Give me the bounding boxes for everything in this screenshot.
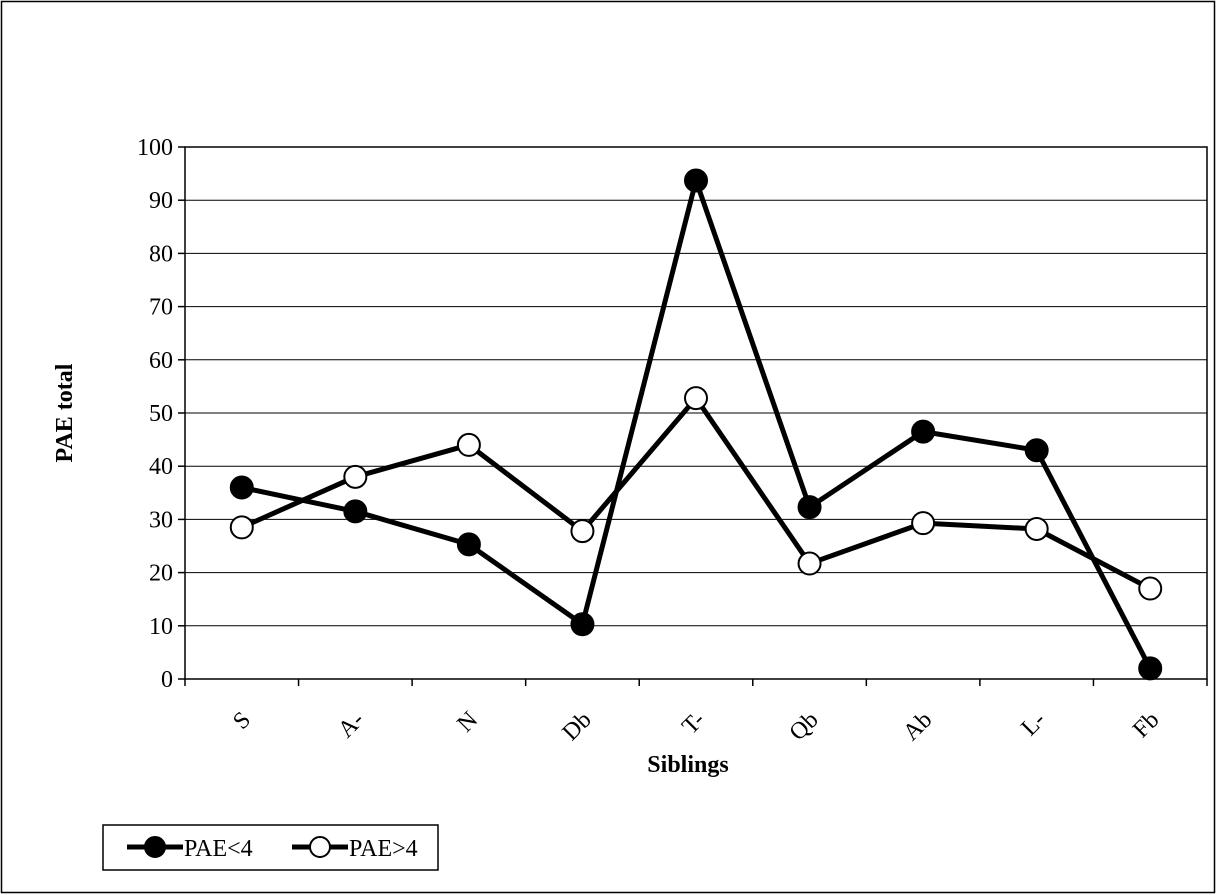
y-tick-label-80: 80 (149, 241, 173, 267)
series-pae-lt-4 (229, 168, 1163, 681)
data-point-1-qb (797, 551, 822, 576)
legend-label-pae-lt-4: PAE<4 (184, 836, 253, 862)
data-point-0-fb (1138, 656, 1163, 681)
y-tick-label-40: 40 (149, 454, 173, 480)
x-axis-title: Siblings (647, 752, 728, 778)
data-point-0-db (570, 612, 595, 637)
data-point-1-a (343, 464, 368, 489)
y-tick-label-30: 30 (149, 507, 173, 533)
legend-marker-pae-lt-4 (144, 836, 166, 858)
data-point-0-qb (797, 495, 822, 520)
data-point-1-l (1024, 516, 1049, 541)
y-tick-label-10: 10 (149, 614, 173, 640)
data-point-0-ab (911, 419, 936, 444)
data-point-1-db (570, 519, 595, 544)
legend-marker-pae-gt-4 (309, 836, 331, 858)
data-point-1-ab (911, 511, 936, 536)
y-tick-label-50: 50 (149, 401, 173, 427)
y-tick-label-100: 100 (137, 135, 173, 161)
y-axis-title: PAE total (52, 363, 78, 462)
y-tick-label-0: 0 (161, 667, 173, 693)
y-tick-label-60: 60 (149, 348, 173, 374)
series (229, 168, 1163, 681)
data-point-0-a (343, 499, 368, 524)
data-point-0-s (229, 475, 254, 500)
y-tick-label-70: 70 (149, 295, 173, 321)
data-point-1-n (456, 432, 481, 457)
data-point-1-s (229, 515, 254, 540)
series-pae-gt-4 (229, 386, 1163, 601)
data-point-0-l (1024, 438, 1049, 463)
data-point-0-n (456, 532, 481, 557)
y-tick-label-20: 20 (149, 561, 173, 587)
y-tick-label-90: 90 (149, 188, 173, 214)
legend-label-pae-gt-4: PAE>4 (349, 836, 418, 862)
data-point-1-fb (1138, 576, 1163, 601)
data-point-0-t (684, 168, 708, 193)
data-point-1-t (684, 386, 708, 411)
legend: PAE<4 PAE>4 (102, 824, 439, 871)
